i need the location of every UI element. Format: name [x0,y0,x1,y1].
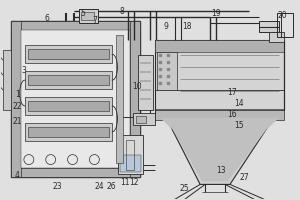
Bar [25,123,112,141]
Bar [277,13,293,37]
Bar [259,21,279,32]
Bar [138,55,153,110]
Text: 9: 9 [164,22,169,31]
Text: 12: 12 [129,178,138,187]
Text: 3: 3 [21,66,26,75]
Text: 15: 15 [235,121,244,130]
Bar [82,12,94,20]
Text: 27: 27 [239,173,249,182]
Bar [28,49,109,59]
Bar [11,21,140,177]
Text: 19: 19 [211,9,220,18]
Text: 10: 10 [132,82,141,91]
Bar [25,97,112,115]
Bar [116,35,123,163]
Text: 17: 17 [227,88,237,97]
Bar [25,45,112,63]
Polygon shape [155,110,284,184]
Polygon shape [160,118,279,181]
Text: 7: 7 [92,16,97,25]
Bar [133,113,155,125]
Text: 26: 26 [106,182,116,191]
Bar [120,155,141,172]
Bar [157,52,177,90]
Bar [118,135,143,174]
Bar [155,110,284,120]
Bar [21,30,130,168]
Bar [136,116,146,123]
Bar [28,101,109,111]
Text: 23: 23 [53,182,62,191]
Bar [79,9,98,23]
Bar [11,21,21,177]
Bar [25,71,112,89]
Text: 24: 24 [94,182,104,191]
Bar [155,40,284,110]
Text: 13: 13 [217,166,226,175]
Text: 22: 22 [13,102,22,111]
Text: 1: 1 [15,90,20,99]
Text: 16: 16 [227,110,237,119]
Bar [11,21,140,30]
Bar [28,127,109,137]
Text: 8: 8 [119,7,124,16]
Text: 5: 5 [80,9,86,18]
Text: 20: 20 [278,11,287,20]
Text: 21: 21 [13,117,22,126]
Text: 14: 14 [235,99,244,108]
Text: 4: 4 [15,171,20,180]
Bar [3,50,11,110]
Text: 6: 6 [45,14,50,23]
Bar [155,40,284,52]
Text: 25: 25 [179,184,189,193]
Bar [130,21,140,177]
Bar [28,75,109,85]
Bar [11,168,140,177]
Text: 11: 11 [120,178,129,187]
Text: 18: 18 [182,22,192,31]
Bar [269,32,284,42]
Bar [126,140,134,170]
